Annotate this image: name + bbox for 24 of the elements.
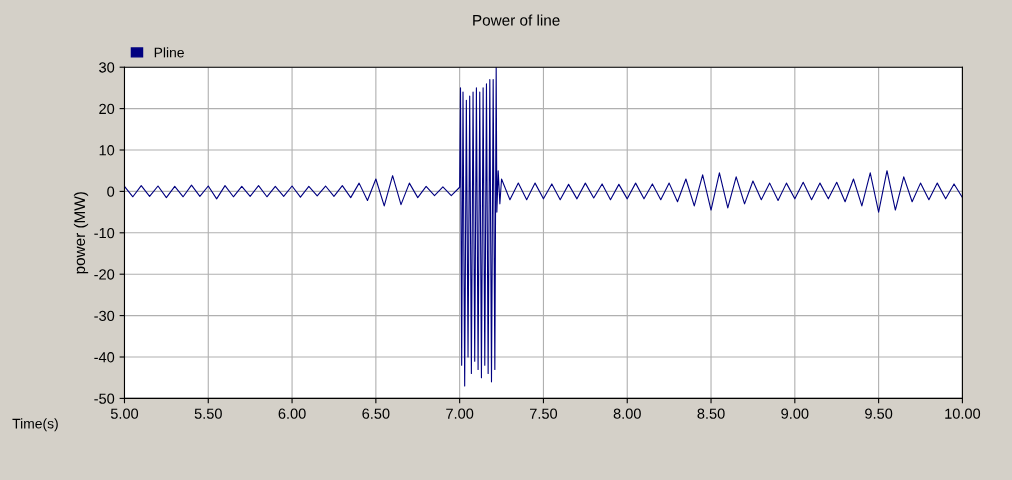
chart-title: Power of line <box>473 14 560 26</box>
y-axis-title: power (MW) <box>73 192 89 274</box>
y-tick-label: -30 <box>94 310 115 322</box>
y-tick-label: 20 <box>99 103 115 115</box>
y-tick-label: 0 <box>107 186 115 197</box>
y-tick-label: 10 <box>99 145 115 156</box>
x-tick-label: 7.00 <box>446 408 474 419</box>
x-tick-label: 5.50 <box>194 408 222 419</box>
y-tick-label: -10 <box>94 227 115 239</box>
x-tick-label: 9.50 <box>865 408 893 419</box>
x-tick-label: 10.00 <box>945 408 981 419</box>
y-tick-label: -50 <box>94 393 115 404</box>
x-tick-label: 6.00 <box>278 408 306 419</box>
y-tick-label: 30 <box>99 62 115 73</box>
y-tick-label: -40 <box>94 352 115 363</box>
legend-label: Pline <box>154 47 184 58</box>
x-tick-label: 8.00 <box>613 408 641 419</box>
x-tick-label: 8.50 <box>697 408 725 419</box>
x-tick-label: 6.50 <box>362 408 390 419</box>
y-tick-label: -20 <box>94 269 115 280</box>
x-tick-label: 9.00 <box>781 408 809 419</box>
x-tick-label: 5.00 <box>110 408 139 419</box>
x-axis-title: Time(s) <box>12 418 58 432</box>
x-tick-label: 7.50 <box>530 408 558 419</box>
